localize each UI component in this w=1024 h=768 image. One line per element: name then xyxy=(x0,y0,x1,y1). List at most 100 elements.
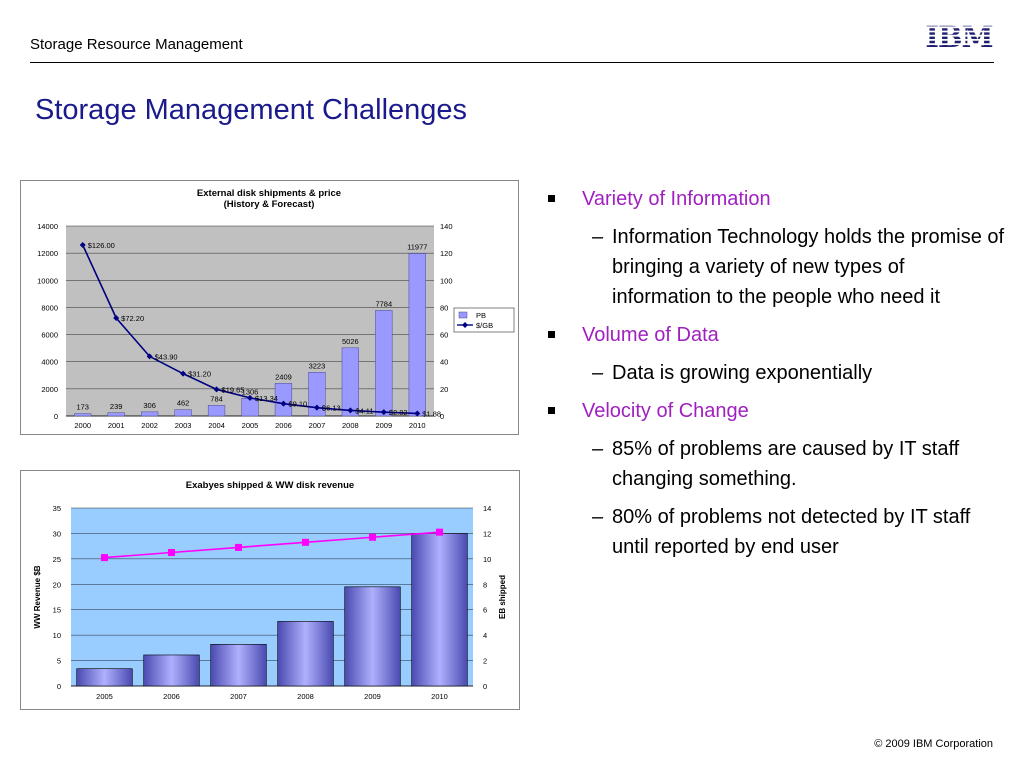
bar-PB xyxy=(341,347,359,417)
header-divider xyxy=(30,62,994,63)
chart-subtitle: (History & Forecast) xyxy=(224,199,315,210)
bar-revenue xyxy=(411,533,468,687)
bar-PB xyxy=(274,383,293,417)
sub-bullet-text: 80% of problems not detected by IT staff… xyxy=(612,506,971,558)
bar-PB xyxy=(308,372,326,417)
x-tick-label: 2003 xyxy=(175,421,192,430)
y2-axis-label: EB shipped xyxy=(498,575,507,619)
y2-tick-label: 80 xyxy=(440,303,448,312)
line-data-label: $126.00 xyxy=(88,241,115,250)
sub-bullet-item: –85% of problems are caused by IT staff … xyxy=(548,434,1008,494)
y-tick-label: 35 xyxy=(53,504,61,513)
y-tick-label: 12000 xyxy=(37,249,58,258)
y2-tick-label: 4 xyxy=(483,631,487,640)
chart-legend: PB$/GB xyxy=(453,307,515,333)
legend-label-price: $/GB xyxy=(476,321,493,330)
line-point xyxy=(168,549,175,556)
line-point xyxy=(380,409,387,416)
y-tick-label: 4000 xyxy=(41,358,58,367)
line-data-label: $43.90 xyxy=(155,352,178,361)
line-point xyxy=(113,315,120,322)
footer-copyright: © 2009 IBM Corporation xyxy=(874,738,993,750)
exabytes-revenue-chart: Exabyes shipped & WW disk revenue 0 5 10 15 2… xyxy=(20,470,520,710)
bar-PB xyxy=(375,310,393,417)
line-point xyxy=(302,538,309,546)
sub-bullet-item: – Data is growing exponentially xyxy=(548,358,1008,388)
y2-tick-label: 6 xyxy=(483,606,487,615)
line-point xyxy=(101,554,108,562)
bullet-item: Velocity of Change xyxy=(548,396,1008,426)
line-data-label: $4.11 xyxy=(355,406,373,415)
line-data-label: $2.82 xyxy=(389,408,408,417)
bar-data-label: 3223 xyxy=(309,361,326,370)
chart-title: External disk shipments & price xyxy=(197,188,341,199)
y2-tick-label: 40 xyxy=(440,358,448,367)
line-point xyxy=(235,543,242,551)
bar-data-label: 1306 xyxy=(242,387,259,396)
page-title: Storage Management Challenges xyxy=(35,94,468,126)
y2-tick-label: 100 xyxy=(440,276,453,285)
bullet-item: Variety of Information xyxy=(548,184,1008,214)
line-point xyxy=(79,242,86,248)
x-tick-label: 2005 xyxy=(96,692,113,701)
line-data-label: $31.20 xyxy=(188,370,211,379)
x-tick-label: 2008 xyxy=(297,692,314,701)
line-point xyxy=(369,533,376,541)
y-tick-label: 10 xyxy=(53,631,61,640)
line-data-label: $19.65 xyxy=(222,385,245,394)
y-tick-label: 30 xyxy=(53,529,61,538)
bar-data-label: 306 xyxy=(143,401,156,410)
line-point xyxy=(280,400,287,407)
x-tick-label: 2007 xyxy=(309,421,326,430)
bar-data-label: 784 xyxy=(210,394,223,403)
y-tick-label: 0 xyxy=(57,682,61,691)
line-point xyxy=(347,407,354,414)
line-data-label: $9.10 xyxy=(288,400,307,409)
legend-marker-price xyxy=(462,322,468,328)
y-tick-label: 25 xyxy=(53,555,61,564)
bar-revenue xyxy=(143,654,200,687)
x-tick-label: 2007 xyxy=(230,692,247,701)
x-tick-label: 2008 xyxy=(342,421,359,430)
y-tick-label: 2000 xyxy=(41,385,58,394)
bullet-label: Volume of Data xyxy=(582,324,719,346)
line-point xyxy=(247,394,253,401)
line-point xyxy=(213,386,220,393)
x-tick-label: 2006 xyxy=(163,692,180,701)
bar-data-label: 2409 xyxy=(275,372,292,381)
line-point xyxy=(414,410,421,417)
square-bullet-icon xyxy=(548,407,555,414)
line-point xyxy=(146,353,153,360)
bar-revenue xyxy=(210,643,267,687)
x-tick-label: 2005 xyxy=(242,421,259,430)
bar-data-label: 173 xyxy=(76,403,89,412)
y-tick-label: 10000 xyxy=(37,276,58,285)
bar-data-label: 5026 xyxy=(342,337,359,346)
line-data-label: $13.34 xyxy=(255,394,278,403)
y-tick-label: 15 xyxy=(53,606,61,615)
bullet-label: Velocity of Change xyxy=(582,400,749,422)
dash-bullet-icon: – xyxy=(592,226,604,248)
line-data-label: $1.88 xyxy=(422,409,441,418)
bar-data-label: 462 xyxy=(177,399,190,408)
y2-tick-label: 10 xyxy=(483,555,491,564)
bullet-item: Volume of Data xyxy=(548,320,1008,350)
bar-data-label: 7784 xyxy=(375,299,392,308)
line-point xyxy=(436,528,443,536)
line-eb-shipped xyxy=(104,531,440,559)
legend-label-PB: PB xyxy=(476,311,486,320)
line-data-label: $72.20 xyxy=(121,314,144,323)
header-title: Storage Resource Management xyxy=(30,36,243,53)
y2-tick-label: 14 xyxy=(483,504,491,513)
bar-PB xyxy=(107,412,125,417)
x-tick-label: 2010 xyxy=(409,421,426,430)
x-tick-label: 2006 xyxy=(275,421,292,430)
bar-PB xyxy=(408,253,426,417)
dash-bullet-icon: – xyxy=(592,438,604,460)
line-point xyxy=(180,370,187,377)
bar-revenue xyxy=(277,621,334,687)
bar-revenue xyxy=(76,668,133,687)
plot-area xyxy=(66,226,434,416)
y-tick-label: 14000 xyxy=(37,222,58,231)
y-tick-label: 5 xyxy=(57,657,61,666)
